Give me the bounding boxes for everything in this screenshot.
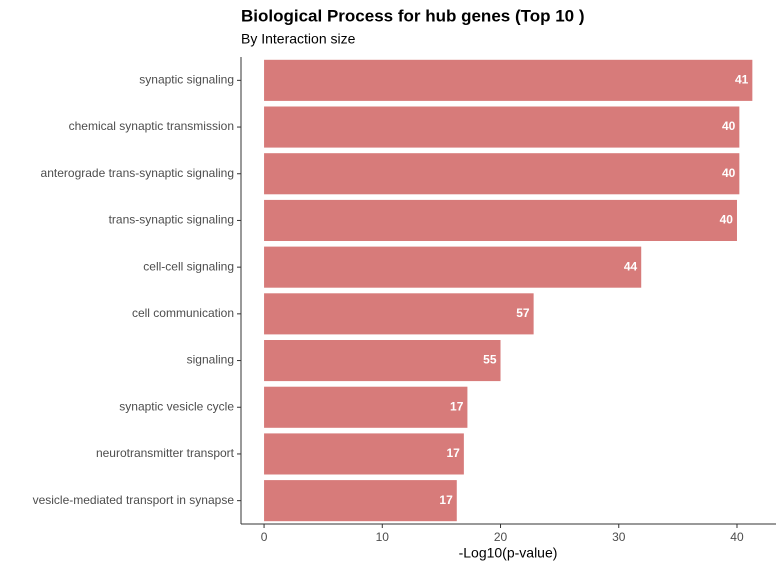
bar <box>264 293 534 335</box>
x-tick-label: 0 <box>261 530 268 544</box>
bar-label: 40 <box>722 166 736 180</box>
bar-label: 40 <box>720 213 734 227</box>
y-tick-label: cell-cell signaling <box>143 259 234 273</box>
y-tick-label: chemical synaptic transmission <box>69 119 234 133</box>
y-tick-label: vesicle-mediated transport in synapse <box>33 493 235 507</box>
x-tick-label: 20 <box>494 530 508 544</box>
bar <box>264 106 740 148</box>
bar-label: 44 <box>624 259 638 273</box>
y-tick-label: anterograde trans-synaptic signaling <box>41 166 234 180</box>
x-tick-label: 30 <box>612 530 626 544</box>
bar-label: 57 <box>516 306 530 320</box>
bar-label: 17 <box>447 446 461 460</box>
y-tick-label: neurotransmitter transport <box>96 446 235 460</box>
y-tick-label: synaptic vesicle cycle <box>119 399 234 413</box>
x-axis-label: -Log10(p-value) <box>459 545 558 561</box>
bar <box>264 199 737 241</box>
bar-label: 17 <box>450 399 464 413</box>
x-tick-label: 10 <box>376 530 390 544</box>
bar <box>264 386 468 428</box>
x-tick-label: 40 <box>730 530 744 544</box>
chart-title: Biological Process for hub genes (Top 10… <box>241 6 585 25</box>
bar-label: 40 <box>722 119 736 133</box>
y-tick-label: synaptic signaling <box>139 73 234 87</box>
y-tick-label: signaling <box>187 353 234 367</box>
y-tick-label: cell communication <box>132 306 234 320</box>
bar <box>264 153 740 195</box>
bar <box>264 433 464 475</box>
bar-label: 17 <box>439 493 453 507</box>
y-tick-label: trans-synaptic signaling <box>109 213 234 227</box>
bar <box>264 480 457 522</box>
chart-subtitle: By Interaction size <box>241 31 356 47</box>
bar <box>264 340 501 382</box>
bar-label: 55 <box>483 353 497 367</box>
bar <box>264 246 642 288</box>
bar <box>264 59 753 101</box>
bar-label: 41 <box>735 73 749 87</box>
